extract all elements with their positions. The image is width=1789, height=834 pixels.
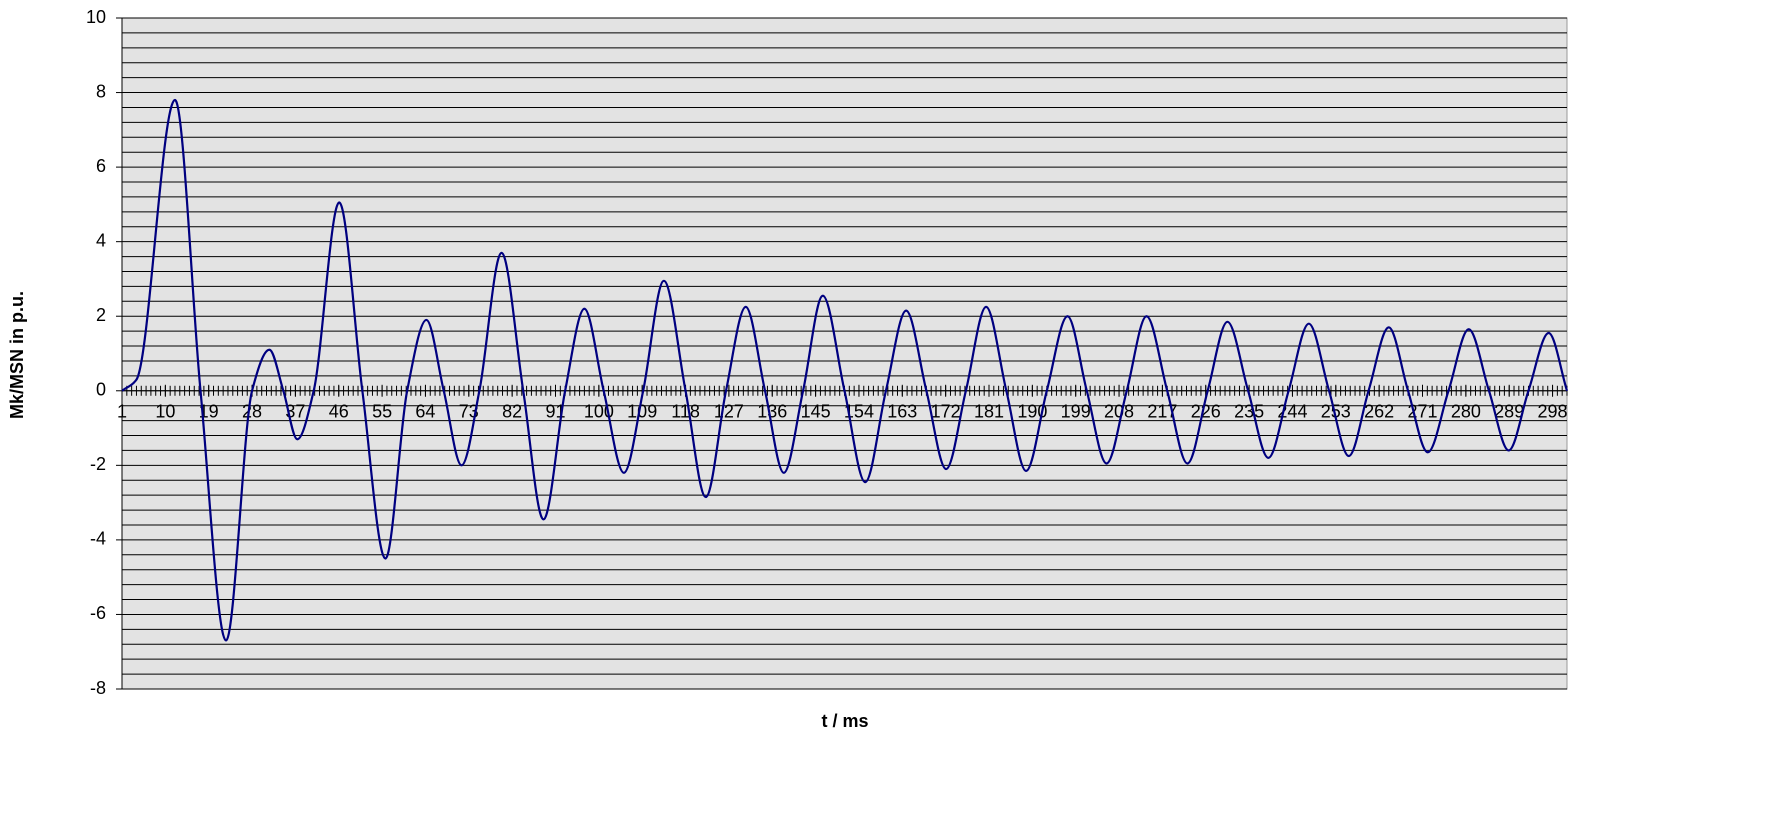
- x-tick-label: 55: [372, 402, 392, 422]
- x-tick-label: 190: [1017, 402, 1047, 422]
- x-tick-label: 235: [1234, 402, 1264, 422]
- x-tick-label: 154: [844, 402, 874, 422]
- x-tick-label: 136: [757, 402, 787, 422]
- x-tick-label: 163: [887, 402, 917, 422]
- x-tick-label: 46: [329, 402, 349, 422]
- y-tick-label: 2: [96, 305, 106, 325]
- x-tick-label: 109: [627, 402, 657, 422]
- y-tick-label: 8: [96, 81, 106, 101]
- y-tick-label: -6: [90, 603, 106, 623]
- y-tick-label: -8: [90, 678, 106, 698]
- x-tick-label: 10: [155, 402, 175, 422]
- y-tick-label: 6: [96, 156, 106, 176]
- x-tick-label: 28: [242, 402, 262, 422]
- x-tick-label: 118: [671, 402, 700, 422]
- x-tick-label: 298: [1538, 402, 1568, 422]
- x-tick-label: 145: [801, 402, 831, 422]
- x-tick-label: 199: [1061, 402, 1091, 422]
- x-tick-label: 1: [117, 402, 127, 422]
- x-tick-label: 289: [1494, 402, 1524, 422]
- data-line: [121, 98, 1569, 642]
- x-tick-label: 262: [1364, 402, 1394, 422]
- plot-area: [121, 17, 1568, 690]
- x-tick-label: 208: [1104, 402, 1134, 422]
- x-tick-label: 226: [1191, 402, 1221, 422]
- y-axis-title: Mk/MSN in p.u.: [7, 291, 27, 419]
- x-tick-label: 181: [974, 402, 1004, 422]
- x-tick-label: 172: [931, 402, 961, 422]
- x-tick-label: 82: [502, 402, 522, 422]
- y-tick-label: 0: [96, 380, 106, 400]
- x-axis-title: t / ms: [821, 711, 868, 731]
- y-tick-label: 10: [86, 7, 106, 27]
- x-tick-label: 64: [415, 402, 435, 422]
- x-tick-label: 280: [1451, 402, 1481, 422]
- y-tick-label: -4: [90, 529, 106, 549]
- y-tick-label: -2: [90, 454, 106, 474]
- y-tick-label: 4: [96, 230, 106, 250]
- x-tick-label: 253: [1321, 402, 1351, 422]
- x-tick-label: 127: [714, 402, 744, 422]
